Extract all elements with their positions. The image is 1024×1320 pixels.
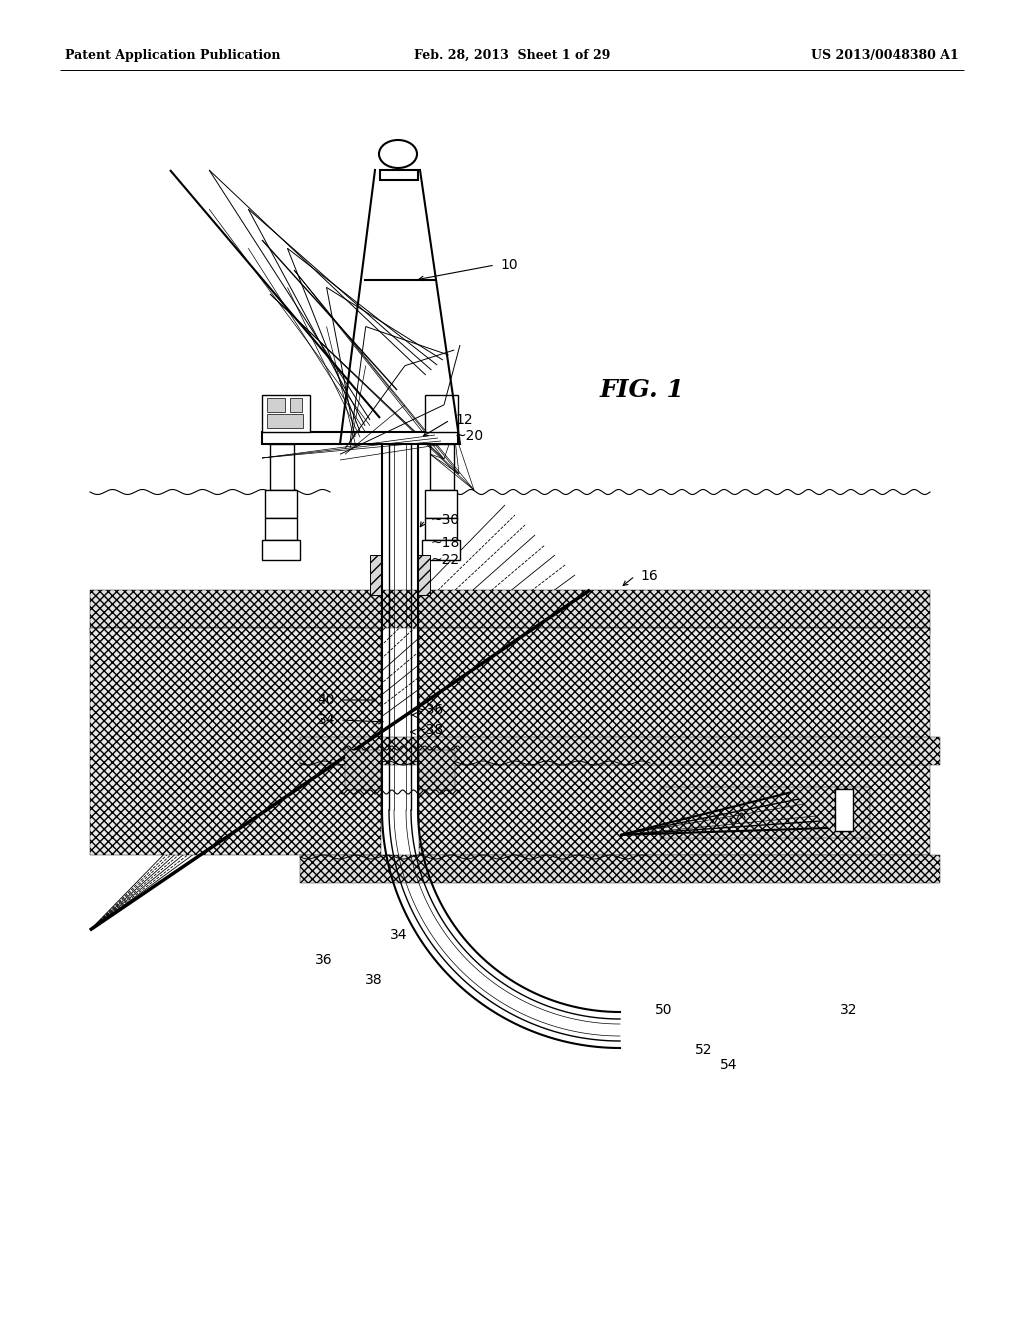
Bar	[262, 395, 310, 432]
Text: US 2013/0048380 A1: US 2013/0048380 A1	[811, 49, 959, 62]
Polygon shape	[660, 787, 870, 838]
Ellipse shape	[379, 140, 417, 168]
Bar	[267, 414, 303, 428]
Text: FIG. 1: FIG. 1	[600, 378, 685, 403]
Text: 36: 36	[315, 953, 333, 968]
Text: ~30: ~30	[430, 513, 459, 527]
Bar	[425, 490, 457, 517]
Polygon shape	[419, 750, 455, 789]
Text: Patent Application Publication: Patent Application Publication	[65, 49, 281, 62]
Polygon shape	[90, 628, 381, 855]
Text: 34: 34	[390, 928, 408, 942]
Polygon shape	[419, 628, 930, 855]
Bar	[265, 517, 297, 540]
Text: 40: 40	[317, 693, 335, 708]
Bar	[262, 432, 458, 444]
Text: ~22: ~22	[430, 553, 459, 568]
Text: ~20: ~20	[455, 429, 484, 444]
Text: 54: 54	[720, 1059, 737, 1072]
Bar	[425, 395, 458, 432]
Text: 10: 10	[500, 257, 517, 272]
Text: 50: 50	[655, 1003, 673, 1016]
Polygon shape	[300, 737, 940, 766]
Text: 52: 52	[695, 1043, 713, 1057]
Text: 12: 12	[455, 413, 473, 426]
Text: Feb. 28, 2013  Sheet 1 of 29: Feb. 28, 2013 Sheet 1 of 29	[414, 49, 610, 62]
Text: 38: 38	[365, 973, 383, 987]
Bar	[290, 399, 302, 412]
Bar	[265, 490, 297, 517]
Polygon shape	[435, 628, 930, 634]
Text: 16: 16	[640, 569, 657, 583]
Text: ~18: ~18	[430, 536, 460, 550]
Bar	[380, 170, 418, 180]
Polygon shape	[300, 855, 940, 883]
Bar	[262, 540, 300, 560]
Polygon shape	[418, 554, 430, 595]
Text: ~38: ~38	[415, 723, 444, 737]
Polygon shape	[90, 590, 930, 628]
Bar	[267, 399, 285, 412]
Polygon shape	[370, 554, 382, 595]
Bar	[270, 444, 294, 490]
Text: 32: 32	[840, 1003, 857, 1016]
Bar	[835, 789, 853, 832]
Polygon shape	[345, 750, 381, 789]
Bar	[425, 517, 457, 540]
Polygon shape	[90, 628, 365, 634]
Text: ~36: ~36	[415, 704, 444, 717]
Bar	[422, 540, 460, 560]
Bar	[430, 444, 454, 490]
Text: 34: 34	[317, 713, 335, 727]
